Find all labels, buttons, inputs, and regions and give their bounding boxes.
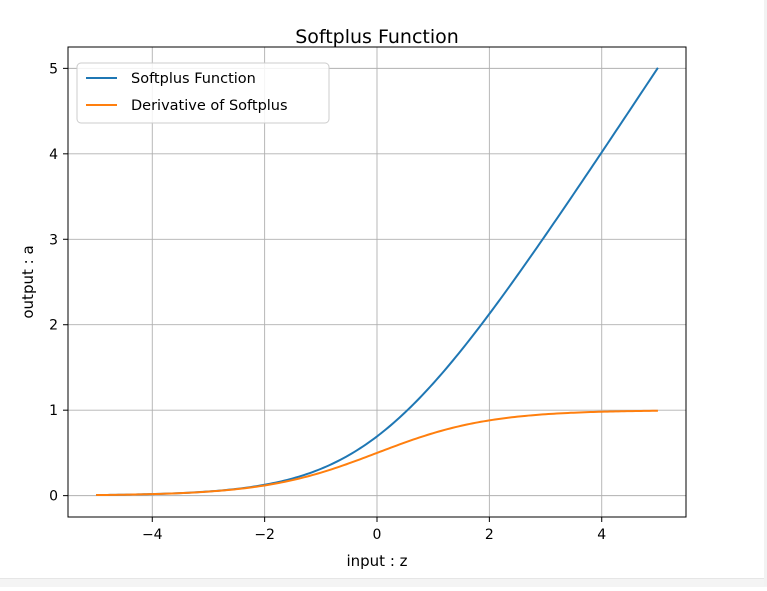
legend: Softplus Function Derivative of Softplus — [76, 62, 330, 124]
y-tick-label: 0 — [49, 489, 58, 505]
right-strip — [764, 0, 767, 586]
x-tick-label: −2 — [254, 527, 275, 543]
x-tick-label: 4 — [597, 527, 606, 543]
y-tick-label: 5 — [49, 61, 58, 77]
y-tick-label: 1 — [49, 403, 58, 419]
legend-label: Softplus Function — [131, 71, 256, 87]
y-axis-label: output : a — [19, 245, 37, 318]
legend-box — [76, 62, 330, 124]
x-axis-label: input : z — [346, 552, 407, 570]
axis-ticks: −4 −2 0 2 4 0 1 2 3 4 5 — [49, 61, 606, 543]
legend-label: Derivative of Softplus — [131, 98, 288, 114]
y-tick-label: 3 — [49, 232, 58, 248]
series-lines — [96, 67, 659, 497]
x-tick-label: 0 — [373, 527, 382, 543]
x-tick-label: 2 — [485, 527, 494, 543]
y-tick-label: 2 — [49, 318, 58, 334]
series-line-derivative — [96, 409, 658, 497]
y-tick-label: 4 — [49, 147, 58, 163]
chart-title: Softplus Function — [295, 26, 459, 48]
bottom-strip — [0, 578, 767, 587]
x-tick-label: −4 — [142, 527, 163, 543]
